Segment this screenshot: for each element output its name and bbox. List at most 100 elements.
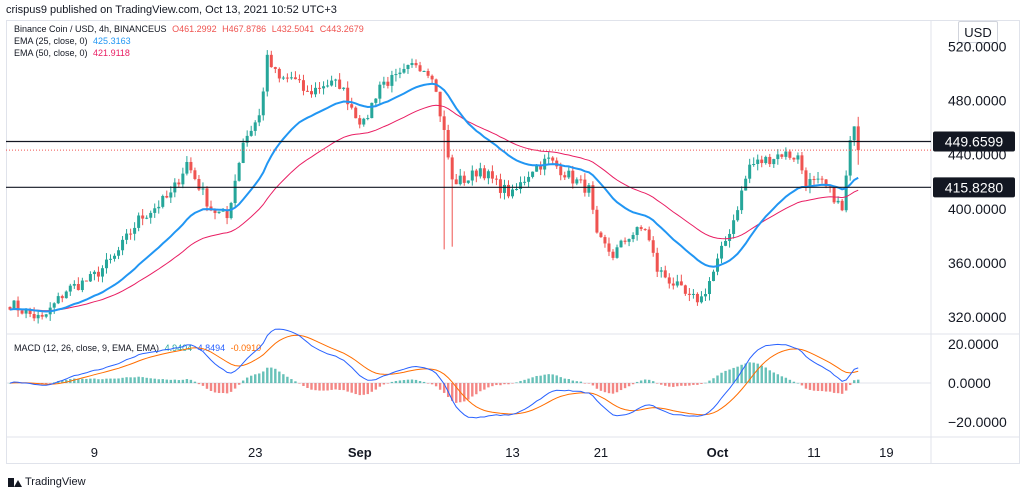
macd-histogram-bar — [157, 379, 160, 384]
macd-histogram-bar — [390, 381, 394, 384]
candle-body — [724, 240, 728, 246]
candle-body — [157, 206, 161, 209]
macd-histogram-bar — [768, 370, 771, 384]
macd-histogram-bar — [563, 378, 566, 384]
macd-histogram-bar — [141, 377, 144, 384]
candle-body — [844, 175, 848, 211]
macd-histogram-bar — [816, 383, 820, 391]
candle-body — [153, 208, 157, 213]
macd-histogram-bar — [515, 382, 518, 384]
candle-body — [659, 270, 663, 272]
candle-body — [277, 68, 281, 79]
candle-body — [297, 79, 301, 81]
macd-histogram-bar — [346, 383, 349, 392]
candle-body — [8, 306, 12, 310]
candle-body — [599, 232, 603, 238]
macd-histogram-bar — [61, 380, 64, 384]
macd-histogram-bar — [394, 380, 398, 384]
candle-body — [732, 220, 736, 234]
macd-histogram-bar — [258, 373, 261, 384]
macd-histogram-bar — [374, 383, 378, 390]
macd-histogram-bar — [551, 374, 554, 384]
macd-tick-label: 20.0000 — [948, 336, 999, 352]
macd-histogram-bar — [438, 383, 442, 390]
macd-histogram-bar — [290, 379, 293, 384]
macd-histogram-bar — [499, 383, 502, 386]
macd-histogram-bar — [848, 383, 852, 386]
candle-body — [836, 200, 840, 203]
candle-body — [691, 293, 695, 295]
time-tick-label: 11 — [807, 445, 821, 460]
ema50-line — [9, 104, 859, 312]
macd-histogram-bar — [519, 380, 522, 384]
price-tick-label: 520.0000 — [948, 38, 1007, 54]
macd-histogram-bar — [483, 383, 486, 390]
macd-histogram-bar — [109, 378, 112, 384]
candle-body — [265, 54, 269, 92]
macd-histogram-bar — [804, 383, 808, 389]
candle-body — [591, 185, 595, 210]
macd-histogram-bar — [708, 380, 711, 384]
macd-histogram-bar — [511, 383, 514, 384]
macd-histogram-bar — [652, 381, 655, 384]
main-legend: Binance Coin / USD, 4h, BINANCEUS O461.2… — [14, 23, 367, 59]
candle-body — [104, 259, 108, 269]
macd-histogram-bar — [579, 381, 583, 384]
candle-body — [76, 283, 80, 291]
time-axis: 9 23 Sep 13 21 Oct 11 19 — [91, 445, 894, 460]
symbol-label[interactable]: Binance Coin / USD, 4h, BINANCEUS — [14, 24, 167, 34]
macd-histogram-bar — [680, 383, 683, 386]
macd-histogram-bar — [740, 364, 743, 384]
candle-body — [535, 165, 539, 172]
candle-body — [703, 294, 707, 297]
candle-body — [378, 84, 382, 99]
macd-histogram-bar — [664, 383, 667, 386]
legend-ema25-row[interactable]: EMA (25, close, 0) 425.3163 — [14, 35, 367, 47]
candle-body — [16, 300, 20, 311]
time-tick-label: Oct — [707, 445, 729, 460]
candle-body — [748, 164, 752, 179]
macd-histogram-bar — [117, 378, 120, 384]
candle-body — [559, 166, 563, 176]
candle-body — [458, 175, 462, 185]
candle-body — [571, 170, 575, 184]
time-tick-label: 23 — [248, 445, 262, 460]
macd-histogram-bar — [237, 383, 241, 385]
currency-button[interactable]: USD — [958, 21, 998, 43]
macd-histogram-bar — [543, 374, 546, 384]
macd-histogram-bar — [836, 383, 840, 394]
macd-histogram-bar — [712, 378, 715, 384]
macd-histogram-bar — [627, 383, 631, 387]
macd-histogram-bar — [402, 380, 406, 384]
macd-histogram-bar — [631, 383, 635, 385]
macd-histogram-bar — [410, 379, 414, 384]
candle-body — [454, 179, 458, 185]
candle-body — [651, 240, 655, 253]
candle-body — [213, 210, 217, 214]
candle-body — [611, 251, 615, 258]
time-tick-label: 13 — [505, 445, 519, 460]
macd-label: MACD (12, 26, close, 9, EMA, EMA) — [14, 343, 160, 353]
candle-body — [563, 175, 567, 178]
macd-histogram-bar — [89, 378, 92, 384]
legend-symbol-row: Binance Coin / USD, 4h, BINANCEUS O461.2… — [14, 23, 367, 35]
macd-histogram-bar — [595, 383, 599, 389]
candle-body — [474, 170, 478, 177]
tradingview-brand-text: TradingView — [25, 476, 86, 488]
candle-body — [418, 65, 422, 72]
macd-histogram-bar — [647, 379, 651, 384]
candle-body — [84, 280, 88, 282]
candle-body — [133, 227, 137, 234]
candle-body — [225, 210, 229, 219]
macd-histogram-bar — [53, 382, 56, 384]
macd-histogram-bar — [282, 374, 285, 384]
candle-body — [141, 215, 145, 219]
macd-histogram-bar — [197, 383, 201, 385]
macd-signal-value: -0.0910 — [230, 343, 262, 353]
candle-body — [100, 268, 104, 277]
legend-ema50-row[interactable]: EMA (50, close, 0) 421.9118 — [14, 47, 367, 59]
macd-histogram-bar — [760, 365, 763, 384]
macd-histogram-bar — [422, 381, 426, 384]
tradingview-logo[interactable]: TradingView — [8, 476, 86, 488]
